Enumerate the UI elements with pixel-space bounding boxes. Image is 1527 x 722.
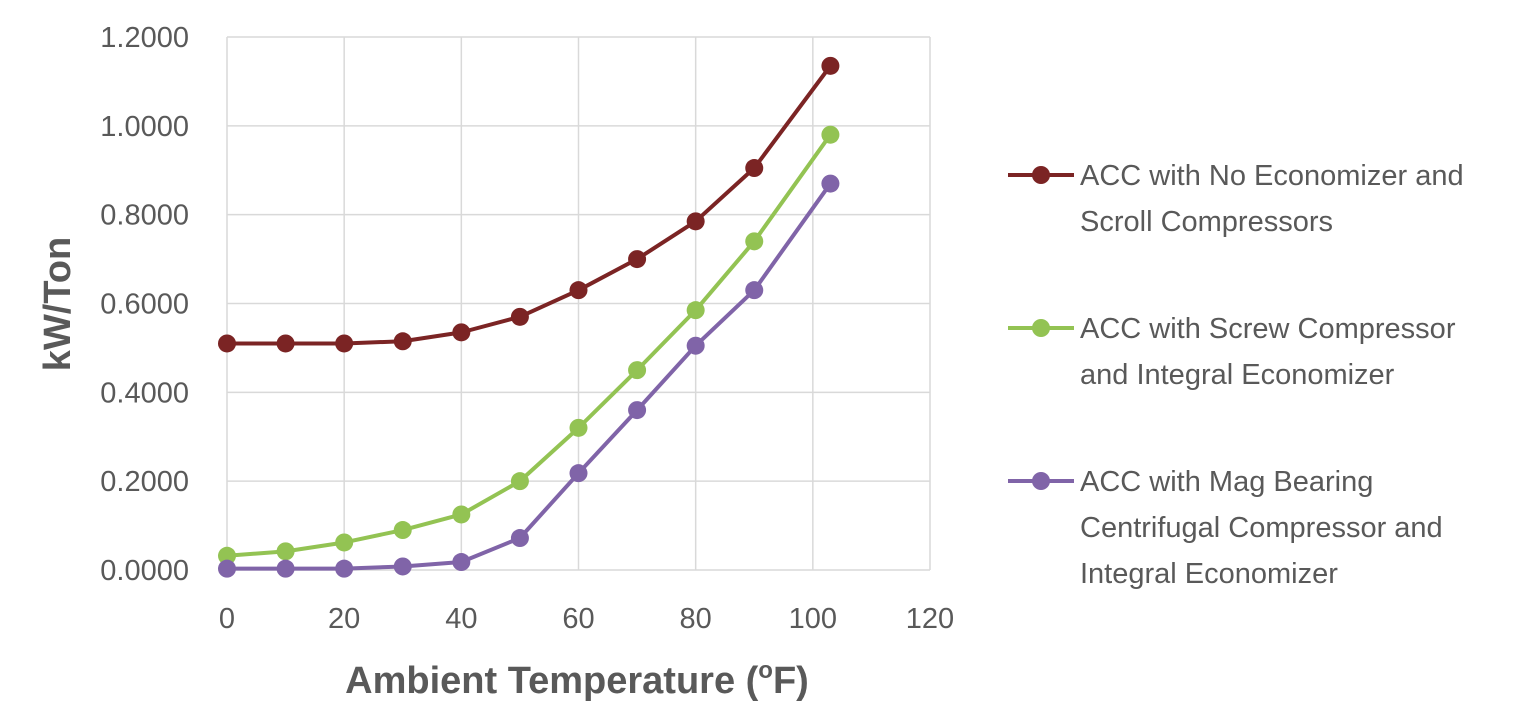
data-point [745, 281, 764, 300]
data-point [452, 553, 471, 572]
y-axis-tick-labels: 0.0000 0.2000 0.4000 0.6000 0.8000 1.0000 1.20… [100, 22, 189, 587]
series-2 [218, 125, 840, 565]
data-point [569, 281, 588, 300]
data-point [628, 401, 647, 420]
data-point [276, 559, 295, 578]
x-axis-title-superscript: o [758, 657, 773, 684]
grid [226, 36, 931, 571]
legend-label: ACC with Mag Bearing [1080, 466, 1373, 498]
legend: ACC with No Economizer and Scroll Compres… [1008, 160, 1464, 590]
x-tick-label: 60 [562, 603, 594, 635]
x-tick-label: 40 [445, 603, 477, 635]
data-point [686, 212, 705, 231]
data-point [821, 174, 840, 193]
data-point [745, 232, 764, 251]
x-tick-label: 120 [906, 603, 954, 635]
legend-swatch-marker [1032, 166, 1050, 184]
data-point [628, 250, 647, 269]
legend-label: ACC with Screw Compressor [1080, 313, 1456, 345]
legend-entry-3: ACC with Mag Bearing Centrifugal Compress… [1008, 466, 1443, 590]
y-tick-label: 1.0000 [100, 111, 189, 143]
data-point [569, 464, 588, 483]
x-tick-label: 100 [789, 603, 837, 635]
y-tick-label: 0.0000 [100, 555, 189, 587]
legend-label: Integral Economizer [1080, 558, 1338, 590]
data-point [569, 418, 588, 437]
data-point [821, 125, 840, 144]
data-point [276, 542, 295, 561]
legend-entry-1: ACC with No Economizer and Scroll Compres… [1008, 160, 1464, 238]
data-point [628, 361, 647, 380]
data-point [745, 159, 764, 178]
legend-swatch-marker [1032, 472, 1050, 490]
data-point [276, 334, 295, 353]
y-tick-label: 0.6000 [100, 289, 189, 321]
legend-label: ACC with No Economizer and [1080, 160, 1464, 192]
y-tick-label: 0.4000 [100, 377, 189, 409]
data-point [218, 546, 236, 565]
legend-entry-2: ACC with Screw Compressor and Integral Ec… [1008, 313, 1456, 391]
series-1 [218, 56, 840, 353]
data-point [335, 559, 354, 578]
data-point [335, 334, 354, 353]
series [218, 56, 840, 578]
y-tick-label: 0.2000 [100, 466, 189, 498]
x-axis-title-main: Ambient Temperature ( [345, 660, 758, 702]
data-point [686, 336, 705, 355]
data-point [393, 332, 412, 351]
x-axis-title-suffix: F) [773, 660, 809, 702]
y-tick-label: 0.8000 [100, 200, 189, 232]
data-point [335, 533, 354, 552]
series-3 [218, 174, 840, 578]
data-point [510, 529, 529, 548]
y-tick-label: 1.2000 [100, 22, 189, 54]
data-point [510, 472, 529, 491]
data-point [218, 559, 236, 578]
series-line [225, 181, 833, 571]
legend-label: and Integral Economizer [1080, 359, 1395, 391]
data-point [218, 334, 236, 353]
legend-label: Scroll Compressors [1080, 206, 1333, 238]
x-tick-label: 0 [219, 603, 235, 635]
legend-label: Centrifugal Compressor and [1080, 512, 1443, 544]
y-axis-title: kW/Ton [37, 237, 79, 371]
x-axis-title: Ambient Temperature (oF) [345, 657, 809, 702]
data-point [452, 505, 471, 524]
legend-swatch-marker [1032, 319, 1050, 337]
data-point [452, 323, 471, 342]
x-axis-tick-labels: 0 20 40 60 80 100 120 [219, 603, 954, 635]
x-tick-label: 80 [680, 603, 712, 635]
data-point [393, 557, 412, 576]
data-point [686, 301, 705, 320]
data-point [393, 521, 412, 540]
x-tick-label: 20 [328, 603, 360, 635]
data-point [510, 307, 529, 326]
data-point [821, 56, 840, 75]
